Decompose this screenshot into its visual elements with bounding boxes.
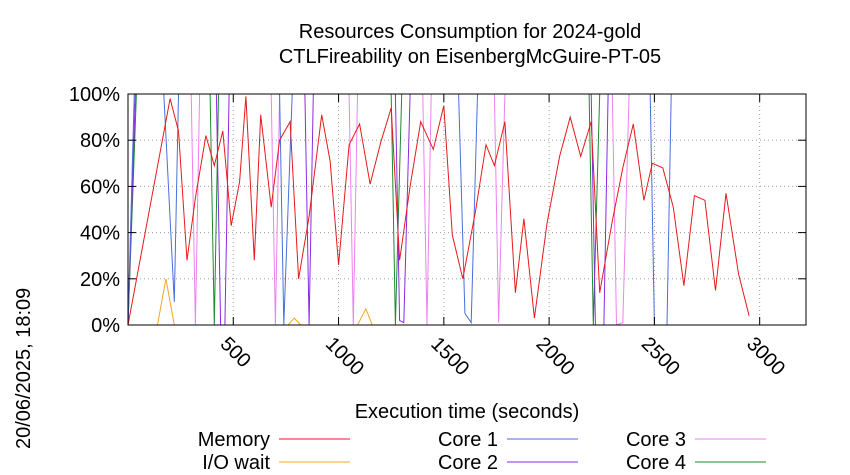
series-lines xyxy=(127,93,750,326)
y-tick-label: 40% xyxy=(80,223,120,245)
legend-label: Core 2 xyxy=(438,452,498,474)
x-tick-label: 1000 xyxy=(321,333,368,380)
legend-label: Memory xyxy=(198,429,270,451)
x-axis-label: Execution time (seconds) xyxy=(355,401,580,423)
x-tick-label: 2500 xyxy=(637,333,684,380)
series-memory-line xyxy=(127,96,750,326)
timestamp-label: 20/06/2025, 18:09 xyxy=(13,288,35,449)
plot-frame xyxy=(127,93,807,326)
legend-label: Core 4 xyxy=(626,452,686,474)
grid-lines xyxy=(128,94,806,325)
x-tick-label: 3000 xyxy=(742,333,789,380)
legend-label: I/O wait xyxy=(202,452,270,474)
chart-title: Resources Consumption for 2024-gold xyxy=(299,21,641,43)
y-tick-label: 60% xyxy=(80,176,120,198)
legend-label: Core 1 xyxy=(438,429,498,451)
y-tick-label: 80% xyxy=(80,130,120,152)
x-axis: 500 1000 1500 2000 2500 3000 xyxy=(216,94,789,380)
x-tick-label: 1500 xyxy=(426,333,473,380)
x-tick-label: 500 xyxy=(216,333,255,372)
legend-label: Core 3 xyxy=(626,429,686,451)
series-i-o-wait-line xyxy=(128,278,750,326)
y-tick-label: 0% xyxy=(91,315,120,337)
y-tick-label: 20% xyxy=(80,269,120,291)
y-axis: 0% 20% 40% 60% 80% 100% xyxy=(69,84,806,337)
x-tick-label: 2000 xyxy=(532,333,579,380)
chart-subtitle: CTLFireability on EisenbergMcGuire-PT-05 xyxy=(279,46,661,68)
y-tick-label: 100% xyxy=(69,84,120,106)
